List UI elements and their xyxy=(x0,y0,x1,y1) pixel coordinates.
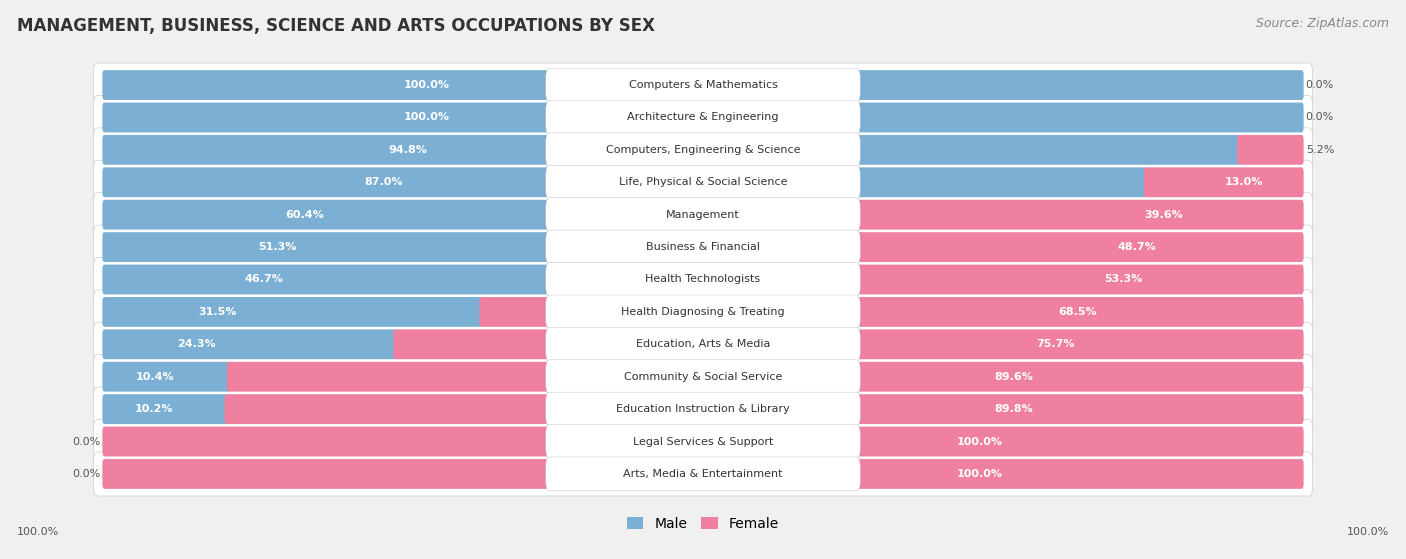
FancyBboxPatch shape xyxy=(93,452,1313,496)
Text: 0.0%: 0.0% xyxy=(1306,112,1334,122)
Text: 94.8%: 94.8% xyxy=(388,145,427,155)
Text: 75.7%: 75.7% xyxy=(1036,339,1076,349)
FancyBboxPatch shape xyxy=(546,457,860,491)
FancyBboxPatch shape xyxy=(1144,167,1303,197)
FancyBboxPatch shape xyxy=(103,362,231,392)
Text: 0.0%: 0.0% xyxy=(1306,80,1334,90)
FancyBboxPatch shape xyxy=(93,96,1313,140)
Legend: Male, Female: Male, Female xyxy=(621,511,785,537)
Text: Business & Financial: Business & Financial xyxy=(645,242,761,252)
FancyBboxPatch shape xyxy=(93,387,1313,431)
FancyBboxPatch shape xyxy=(546,328,860,361)
Text: 100.0%: 100.0% xyxy=(404,80,450,90)
FancyBboxPatch shape xyxy=(546,198,860,231)
FancyBboxPatch shape xyxy=(225,394,1303,424)
FancyBboxPatch shape xyxy=(717,232,1303,262)
Text: Community & Social Service: Community & Social Service xyxy=(624,372,782,382)
Text: 89.6%: 89.6% xyxy=(994,372,1033,382)
Text: Management: Management xyxy=(666,210,740,220)
FancyBboxPatch shape xyxy=(103,329,398,359)
FancyBboxPatch shape xyxy=(93,225,1313,269)
Text: 60.4%: 60.4% xyxy=(285,210,323,220)
Text: 68.5%: 68.5% xyxy=(1057,307,1097,317)
FancyBboxPatch shape xyxy=(93,63,1313,107)
FancyBboxPatch shape xyxy=(226,362,1303,392)
Text: MANAGEMENT, BUSINESS, SCIENCE AND ARTS OCCUPATIONS BY SEX: MANAGEMENT, BUSINESS, SCIENCE AND ARTS O… xyxy=(17,17,655,35)
Text: 24.3%: 24.3% xyxy=(177,339,215,349)
FancyBboxPatch shape xyxy=(546,295,860,329)
Text: 51.3%: 51.3% xyxy=(257,242,297,252)
Text: Arts, Media & Entertainment: Arts, Media & Entertainment xyxy=(623,469,783,479)
FancyBboxPatch shape xyxy=(93,258,1313,301)
Text: 100.0%: 100.0% xyxy=(956,469,1002,479)
Text: Architecture & Engineering: Architecture & Engineering xyxy=(627,112,779,122)
FancyBboxPatch shape xyxy=(546,68,860,102)
FancyBboxPatch shape xyxy=(103,427,1303,457)
Text: 5.2%: 5.2% xyxy=(1306,145,1334,155)
Text: Life, Physical & Social Science: Life, Physical & Social Science xyxy=(619,177,787,187)
FancyBboxPatch shape xyxy=(546,230,860,264)
Text: Computers & Mathematics: Computers & Mathematics xyxy=(628,80,778,90)
FancyBboxPatch shape xyxy=(103,200,830,230)
FancyBboxPatch shape xyxy=(546,133,860,167)
FancyBboxPatch shape xyxy=(93,419,1313,463)
Text: 39.6%: 39.6% xyxy=(1144,210,1182,220)
Text: 0.0%: 0.0% xyxy=(72,469,100,479)
FancyBboxPatch shape xyxy=(103,102,1303,132)
Text: 89.8%: 89.8% xyxy=(994,404,1033,414)
FancyBboxPatch shape xyxy=(93,323,1313,366)
Text: 100.0%: 100.0% xyxy=(956,437,1002,447)
Text: Legal Services & Support: Legal Services & Support xyxy=(633,437,773,447)
FancyBboxPatch shape xyxy=(103,232,721,262)
FancyBboxPatch shape xyxy=(93,290,1313,334)
Text: Education Instruction & Library: Education Instruction & Library xyxy=(616,404,790,414)
FancyBboxPatch shape xyxy=(103,394,229,424)
FancyBboxPatch shape xyxy=(546,392,860,426)
Text: 0.0%: 0.0% xyxy=(72,437,100,447)
FancyBboxPatch shape xyxy=(93,128,1313,172)
FancyBboxPatch shape xyxy=(546,425,860,458)
Text: 10.2%: 10.2% xyxy=(135,404,173,414)
FancyBboxPatch shape xyxy=(103,70,1303,100)
Text: 100.0%: 100.0% xyxy=(404,112,450,122)
Text: 31.5%: 31.5% xyxy=(198,307,238,317)
FancyBboxPatch shape xyxy=(546,165,860,199)
FancyBboxPatch shape xyxy=(103,135,1241,165)
Text: 100.0%: 100.0% xyxy=(1347,527,1389,537)
Text: 10.4%: 10.4% xyxy=(135,372,174,382)
FancyBboxPatch shape xyxy=(546,263,860,296)
FancyBboxPatch shape xyxy=(1237,135,1303,165)
FancyBboxPatch shape xyxy=(546,360,860,394)
Text: Computers, Engineering & Science: Computers, Engineering & Science xyxy=(606,145,800,155)
FancyBboxPatch shape xyxy=(103,264,665,295)
Text: 87.0%: 87.0% xyxy=(364,177,404,187)
FancyBboxPatch shape xyxy=(479,297,1303,327)
FancyBboxPatch shape xyxy=(546,101,860,134)
FancyBboxPatch shape xyxy=(103,167,1149,197)
Text: 46.7%: 46.7% xyxy=(245,274,283,285)
Text: 48.7%: 48.7% xyxy=(1116,242,1156,252)
FancyBboxPatch shape xyxy=(93,193,1313,236)
FancyBboxPatch shape xyxy=(93,354,1313,399)
Text: Source: ZipAtlas.com: Source: ZipAtlas.com xyxy=(1256,17,1389,30)
FancyBboxPatch shape xyxy=(103,297,484,327)
Text: 53.3%: 53.3% xyxy=(1104,274,1142,285)
FancyBboxPatch shape xyxy=(825,200,1303,230)
Text: 13.0%: 13.0% xyxy=(1225,177,1263,187)
FancyBboxPatch shape xyxy=(394,329,1303,359)
Text: Health Technologists: Health Technologists xyxy=(645,274,761,285)
Text: 100.0%: 100.0% xyxy=(17,527,59,537)
Text: Education, Arts & Media: Education, Arts & Media xyxy=(636,339,770,349)
Text: Health Diagnosing & Treating: Health Diagnosing & Treating xyxy=(621,307,785,317)
FancyBboxPatch shape xyxy=(93,160,1313,205)
FancyBboxPatch shape xyxy=(661,264,1303,295)
FancyBboxPatch shape xyxy=(103,459,1303,489)
